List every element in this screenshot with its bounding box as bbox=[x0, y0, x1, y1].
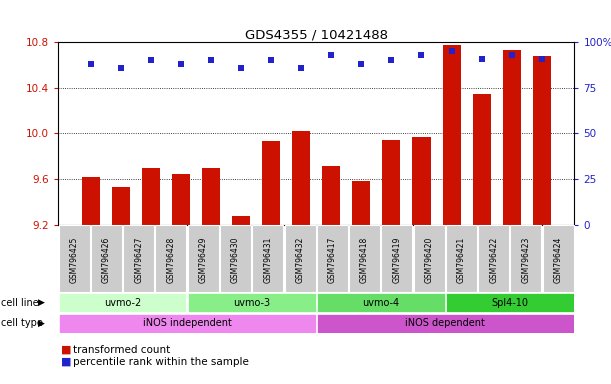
Text: GSM796422: GSM796422 bbox=[489, 237, 498, 283]
Bar bbox=[533, 56, 551, 225]
Bar bbox=[473, 94, 491, 225]
Bar bbox=[503, 50, 521, 225]
Text: iNOS dependent: iNOS dependent bbox=[405, 318, 485, 328]
Bar bbox=[317, 225, 348, 292]
Bar bbox=[442, 45, 461, 225]
Bar bbox=[112, 187, 130, 225]
Bar bbox=[381, 225, 412, 292]
Text: GSM796426: GSM796426 bbox=[102, 237, 111, 283]
Text: GSM796420: GSM796420 bbox=[425, 237, 434, 283]
Bar bbox=[414, 225, 445, 292]
Point bbox=[326, 52, 336, 58]
Bar bbox=[59, 293, 186, 312]
Text: Spl4-10: Spl4-10 bbox=[491, 298, 529, 308]
Text: GSM796431: GSM796431 bbox=[263, 237, 273, 283]
Text: GSM796417: GSM796417 bbox=[328, 237, 337, 283]
Text: uvmo-2: uvmo-2 bbox=[104, 298, 141, 308]
Bar bbox=[349, 225, 380, 292]
Text: GSM796428: GSM796428 bbox=[166, 237, 175, 283]
Text: GSM796425: GSM796425 bbox=[70, 237, 79, 283]
Bar bbox=[91, 225, 122, 292]
Text: cell line: cell line bbox=[1, 298, 38, 308]
Text: GSM796418: GSM796418 bbox=[360, 237, 369, 283]
Point bbox=[447, 48, 456, 55]
Bar bbox=[172, 174, 190, 225]
Point bbox=[507, 52, 517, 58]
Bar bbox=[446, 225, 477, 292]
Text: GSM796421: GSM796421 bbox=[457, 237, 466, 283]
Title: GDS4355 / 10421488: GDS4355 / 10421488 bbox=[244, 28, 388, 41]
Bar bbox=[317, 293, 445, 312]
Bar bbox=[292, 131, 310, 225]
Bar bbox=[510, 225, 541, 292]
Point bbox=[266, 58, 276, 64]
Bar bbox=[188, 225, 219, 292]
Text: GSM796432: GSM796432 bbox=[296, 237, 304, 283]
Bar bbox=[322, 167, 340, 225]
Bar bbox=[123, 225, 154, 292]
Bar bbox=[262, 141, 280, 225]
Point bbox=[206, 58, 216, 64]
Text: transformed count: transformed count bbox=[73, 345, 170, 355]
Bar bbox=[59, 225, 90, 292]
Bar bbox=[478, 225, 509, 292]
Text: ■: ■ bbox=[61, 345, 71, 355]
Point bbox=[387, 58, 397, 64]
Text: ▶: ▶ bbox=[38, 298, 45, 307]
Bar bbox=[285, 225, 315, 292]
Bar bbox=[382, 140, 400, 225]
Point bbox=[417, 52, 426, 58]
Bar bbox=[155, 225, 186, 292]
Text: GSM796423: GSM796423 bbox=[521, 237, 530, 283]
Text: GSM796419: GSM796419 bbox=[392, 237, 401, 283]
Bar bbox=[81, 177, 100, 225]
Text: percentile rank within the sample: percentile rank within the sample bbox=[73, 357, 249, 367]
Bar bbox=[543, 225, 574, 292]
Text: GSM796427: GSM796427 bbox=[134, 237, 143, 283]
Text: GSM796424: GSM796424 bbox=[554, 237, 563, 283]
Point bbox=[477, 56, 486, 62]
Bar bbox=[252, 225, 284, 292]
Bar bbox=[232, 215, 250, 225]
Point bbox=[176, 61, 186, 67]
Bar bbox=[317, 314, 574, 333]
Bar bbox=[412, 137, 431, 225]
Text: iNOS independent: iNOS independent bbox=[143, 318, 232, 328]
Text: GSM796429: GSM796429 bbox=[199, 237, 208, 283]
Point bbox=[236, 65, 246, 71]
Point bbox=[86, 61, 95, 67]
Point bbox=[146, 58, 156, 64]
Point bbox=[115, 65, 125, 71]
Bar bbox=[59, 314, 315, 333]
Bar bbox=[142, 168, 159, 225]
Point bbox=[296, 65, 306, 71]
Bar bbox=[202, 168, 220, 225]
Bar bbox=[353, 181, 370, 225]
Bar bbox=[220, 225, 251, 292]
Bar bbox=[188, 293, 315, 312]
Point bbox=[356, 61, 366, 67]
Text: cell type: cell type bbox=[1, 318, 43, 328]
Text: GSM796430: GSM796430 bbox=[231, 236, 240, 283]
Bar bbox=[446, 293, 574, 312]
Text: uvmo-3: uvmo-3 bbox=[233, 298, 270, 308]
Point bbox=[537, 56, 547, 62]
Text: uvmo-4: uvmo-4 bbox=[362, 298, 400, 308]
Text: ■: ■ bbox=[61, 357, 71, 367]
Text: ▶: ▶ bbox=[38, 319, 45, 328]
